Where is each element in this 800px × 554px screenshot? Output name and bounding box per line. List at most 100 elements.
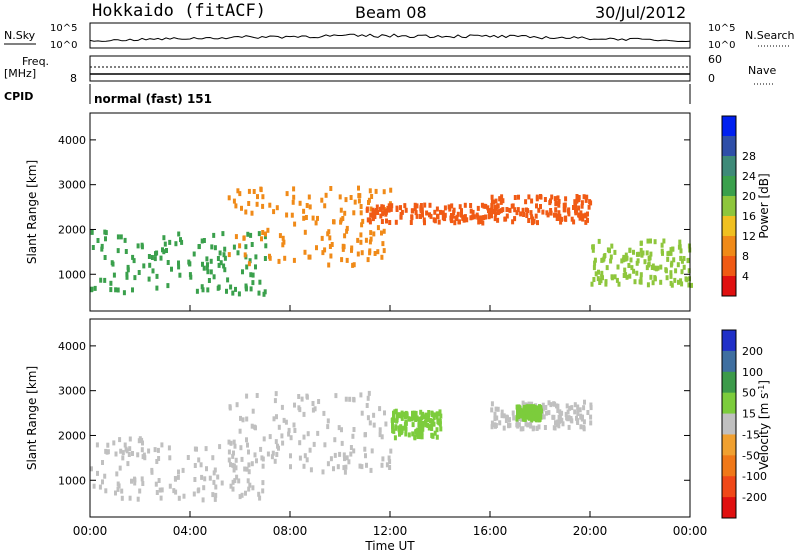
velocity-cell <box>424 420 428 426</box>
power-cell <box>399 205 402 211</box>
velocity-cell <box>255 458 258 464</box>
velocity-ytick-label: 1000 <box>58 474 86 487</box>
power-cell <box>436 214 440 219</box>
power-cell <box>209 269 213 275</box>
power-cell <box>630 265 634 271</box>
power-cell <box>600 270 604 276</box>
power-cell <box>579 213 582 219</box>
velocity-cell <box>336 464 340 470</box>
power-cell <box>343 233 347 239</box>
power-cell <box>275 205 279 211</box>
velocity-cell <box>321 469 325 475</box>
velocity-cell <box>360 464 364 470</box>
power-cell <box>369 206 373 212</box>
power-cell <box>389 206 393 212</box>
power-cell <box>543 197 547 202</box>
power-cell <box>261 194 265 200</box>
power-cell <box>359 210 363 216</box>
date-title: 30/Jul/2012 <box>595 3 686 22</box>
velocity-cell <box>213 467 217 473</box>
power-cell <box>429 213 433 219</box>
power-cell <box>610 243 614 249</box>
velocity-cell <box>554 420 557 426</box>
power-cell <box>649 251 653 257</box>
velocity-cell <box>404 414 407 420</box>
velocity-cell <box>260 455 264 461</box>
velocity-cell <box>101 479 104 485</box>
power-cell <box>205 265 209 271</box>
power-cell <box>272 209 276 215</box>
velocity-cell <box>153 447 157 453</box>
power-cell <box>166 283 170 289</box>
power-cbar-tick: 20 <box>742 190 756 203</box>
velocity-cell <box>528 405 532 411</box>
velocity-cell <box>512 415 516 421</box>
power-cell <box>659 279 663 285</box>
velocity-cell <box>370 448 374 454</box>
velocity-cell <box>500 409 504 415</box>
velocity-cell <box>388 465 392 470</box>
power-cell <box>351 262 355 268</box>
velocity-cell <box>521 426 525 432</box>
power-cell <box>234 286 237 292</box>
velocity-cell <box>490 407 494 413</box>
power-cell <box>359 232 363 238</box>
velocity-cell <box>261 488 265 494</box>
velocity-cell <box>426 423 430 428</box>
power-cell <box>463 202 467 208</box>
power-cbar-tick: 16 <box>742 210 756 223</box>
power-cell <box>606 247 610 253</box>
power-cell <box>249 232 253 238</box>
power-cbar-swatch <box>722 256 736 277</box>
power-cell <box>251 280 255 286</box>
power-cell <box>639 240 643 246</box>
velocity-cell <box>511 410 515 416</box>
velocity-cell <box>311 401 315 406</box>
velocity-cell <box>418 416 422 422</box>
power-cell <box>125 274 129 280</box>
power-cell <box>535 196 539 202</box>
power-cell <box>567 207 571 213</box>
velocity-cell <box>205 466 208 472</box>
velocity-cell <box>539 410 543 416</box>
velocity-cell <box>397 412 401 418</box>
velocity-cell <box>287 427 291 433</box>
power-cell <box>577 205 581 211</box>
power-cell <box>379 206 383 212</box>
velocity-cell <box>553 401 557 407</box>
power-cell <box>385 218 388 224</box>
power-cell <box>242 235 246 241</box>
velocity-cell <box>193 477 197 482</box>
power-cell <box>302 208 306 214</box>
velocity-cell <box>559 417 563 423</box>
power-cell <box>225 288 228 294</box>
power-cell <box>240 205 243 211</box>
power-cell <box>178 272 182 278</box>
velocity-cell <box>137 438 141 444</box>
power-cell <box>357 198 361 204</box>
power-cell <box>264 231 267 237</box>
power-cell <box>484 214 488 220</box>
power-cell <box>250 210 254 216</box>
velocity-cell <box>552 414 556 420</box>
velocity-cell <box>539 407 543 413</box>
power-cell <box>441 210 445 216</box>
power-cell <box>222 252 226 258</box>
power-cell <box>537 207 541 213</box>
velocity-cell <box>211 455 215 461</box>
power-cell <box>201 287 205 293</box>
power-cell <box>513 195 517 200</box>
power-cell <box>353 199 357 205</box>
power-cell <box>291 199 295 205</box>
power-cell <box>590 281 594 287</box>
power-cell <box>469 203 473 208</box>
power-cell <box>236 250 240 256</box>
velocity-cell <box>141 454 145 460</box>
power-cell <box>676 262 680 268</box>
velocity-cell <box>367 390 371 396</box>
power-cell <box>187 259 191 265</box>
power-cell <box>285 191 289 197</box>
velocity-cell <box>578 407 582 413</box>
velocity-cell <box>508 417 511 423</box>
power-cell <box>651 280 655 286</box>
